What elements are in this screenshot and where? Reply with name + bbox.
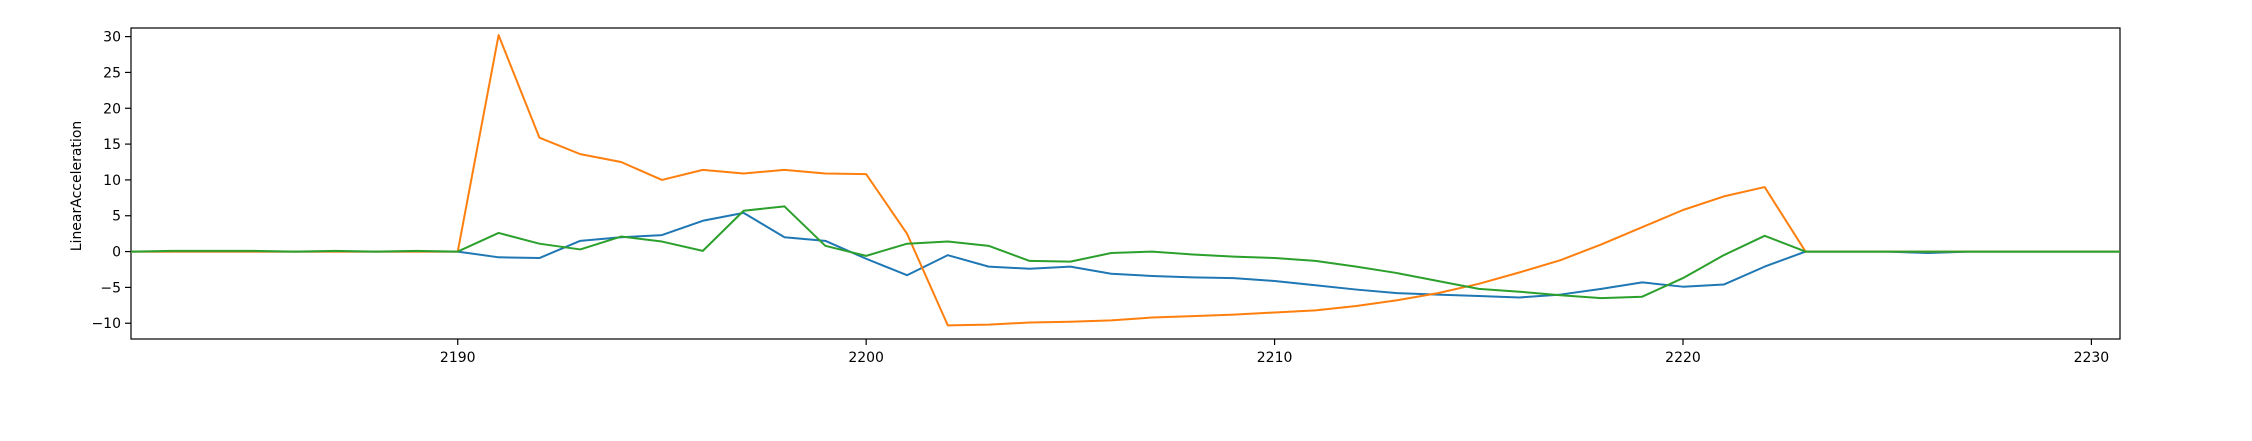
y-axis: −10 −5 0 5 10 15 20 25 30 [91,30,131,332]
series-line-3 [130,205,2120,300]
y-tick-label: 0 [112,245,121,261]
x-tick-label: 2230 [2074,350,2110,366]
x-tick-label: 2190 [440,350,476,366]
y-tick-label: 25 [103,65,121,81]
y-tick-label: 20 [103,101,121,117]
series-line-2 [131,34,2120,327]
x-axis: 2190 2200 2210 2220 2230 [440,339,2109,366]
plot-area [130,27,2121,340]
y-tick-label: −5 [100,280,121,296]
plot-frame [130,27,2121,340]
x-tick-label: 2210 [1257,350,1293,366]
y-tick-label: 5 [112,209,121,225]
y-tick-label: 30 [103,30,121,46]
y-axis-label: LinearAcceleration [69,121,85,252]
y-tick-label: −10 [91,316,121,332]
series-group [130,34,2120,327]
x-tick-label: 2200 [848,350,884,366]
series-line-1 [131,211,2120,299]
x-tick-label: 2220 [1665,350,1701,366]
y-tick-label: 15 [103,137,121,153]
y-tick-label: 10 [103,173,121,189]
